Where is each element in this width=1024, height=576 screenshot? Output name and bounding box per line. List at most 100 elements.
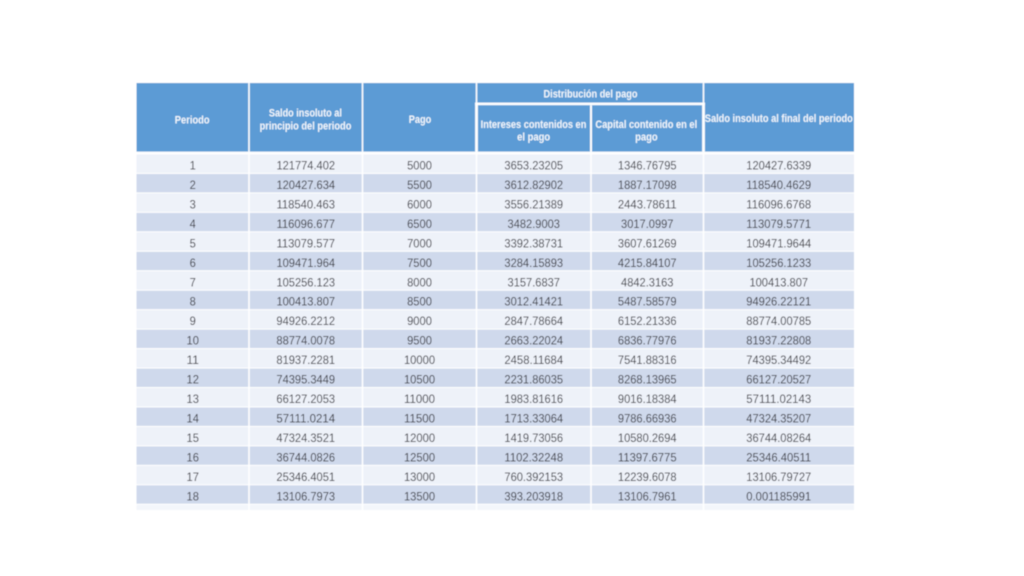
svg-text:3482.9003: 3482.9003	[508, 217, 561, 231]
svg-text:5: 5	[190, 236, 196, 250]
svg-text:10000: 10000	[404, 353, 435, 367]
svg-text:3017.0997: 3017.0997	[621, 217, 674, 231]
svg-text:8: 8	[190, 295, 196, 309]
svg-text:13000: 13000	[404, 470, 435, 484]
svg-text:94926.2212: 94926.2212	[276, 314, 335, 328]
svg-text:1983.81616: 1983.81616	[504, 392, 563, 406]
svg-text:88774.00785: 88774.00785	[746, 314, 811, 328]
svg-text:el pago: el pago	[517, 132, 550, 144]
svg-text:2: 2	[190, 178, 196, 192]
svg-text:1713.33064: 1713.33064	[504, 411, 563, 425]
svg-text:116096.6768: 116096.6768	[746, 197, 811, 211]
svg-text:9: 9	[190, 314, 196, 328]
svg-text:5487.58579: 5487.58579	[618, 295, 677, 309]
svg-text:109471.964: 109471.964	[276, 256, 335, 270]
svg-text:3284.15893: 3284.15893	[504, 256, 563, 270]
svg-text:12500: 12500	[404, 450, 435, 464]
svg-text:1: 1	[190, 159, 196, 173]
svg-text:118540.463: 118540.463	[276, 197, 335, 211]
svg-text:9786.66936: 9786.66936	[618, 411, 677, 425]
svg-text:47324.35207: 47324.35207	[746, 411, 811, 425]
svg-text:3157.6837: 3157.6837	[508, 275, 561, 289]
svg-text:10500: 10500	[404, 373, 435, 387]
svg-text:11500: 11500	[404, 411, 435, 425]
svg-text:3: 3	[190, 197, 196, 211]
svg-text:47324.3521: 47324.3521	[276, 431, 335, 445]
svg-text:2847.78664: 2847.78664	[504, 314, 563, 328]
svg-text:11000: 11000	[404, 392, 435, 406]
svg-text:6000: 6000	[407, 197, 432, 211]
svg-text:7500: 7500	[407, 256, 432, 270]
svg-text:3607.61269: 3607.61269	[618, 236, 677, 250]
svg-text:Pago: Pago	[409, 114, 432, 126]
svg-text:Saldo insoluto al: Saldo insoluto al	[269, 108, 342, 120]
svg-text:12239.6078: 12239.6078	[618, 470, 677, 484]
svg-text:pago: pago	[635, 132, 658, 144]
svg-text:57111.02143: 57111.02143	[746, 392, 811, 406]
svg-text:5500: 5500	[407, 178, 432, 192]
svg-text:Saldo insoluto al final del pe: Saldo insoluto al final del periodo	[705, 113, 853, 125]
svg-text:13: 13	[187, 392, 200, 406]
svg-text:1346.76795: 1346.76795	[618, 159, 677, 173]
svg-text:57111.0214: 57111.0214	[276, 411, 335, 425]
svg-text:13106.7973: 13106.7973	[276, 489, 335, 503]
svg-text:118540.4629: 118540.4629	[746, 178, 811, 192]
svg-text:100413.807: 100413.807	[276, 295, 335, 309]
svg-text:3556.21389: 3556.21389	[504, 197, 563, 211]
svg-text:25346.4051: 25346.4051	[276, 470, 335, 484]
svg-text:11: 11	[187, 353, 200, 367]
svg-text:14: 14	[187, 411, 200, 425]
svg-text:6836.77976: 6836.77976	[618, 334, 677, 348]
svg-text:11397.6775: 11397.6775	[618, 450, 677, 464]
svg-text:105256.123: 105256.123	[276, 275, 335, 289]
svg-text:120427.6339: 120427.6339	[746, 159, 811, 173]
svg-text:12: 12	[187, 373, 200, 387]
svg-text:81937.2281: 81937.2281	[276, 353, 335, 367]
svg-text:Periodo: Periodo	[175, 114, 210, 126]
svg-text:4842.3163: 4842.3163	[621, 275, 674, 289]
svg-text:25346.40511: 25346.40511	[746, 450, 811, 464]
svg-text:8000: 8000	[407, 275, 432, 289]
svg-text:10580.2694: 10580.2694	[618, 431, 677, 445]
svg-text:2458.11684: 2458.11684	[504, 353, 563, 367]
svg-text:13106.79727: 13106.79727	[746, 470, 811, 484]
svg-text:3392.38731: 3392.38731	[504, 236, 563, 250]
svg-text:116096.677: 116096.677	[276, 217, 335, 231]
svg-text:74395.3449: 74395.3449	[276, 373, 335, 387]
svg-text:121774.402: 121774.402	[276, 159, 335, 173]
svg-text:94926.22121: 94926.22121	[746, 295, 811, 309]
svg-text:760.392153: 760.392153	[504, 470, 563, 484]
svg-text:7000: 7000	[407, 236, 432, 250]
svg-text:6: 6	[190, 256, 196, 270]
svg-text:9500: 9500	[407, 334, 432, 348]
svg-text:1102.32248: 1102.32248	[504, 450, 563, 464]
svg-text:4215.84107: 4215.84107	[618, 256, 677, 270]
svg-text:74395.34492: 74395.34492	[746, 353, 811, 367]
svg-text:3612.82902: 3612.82902	[504, 178, 563, 192]
svg-text:Intereses contenidos en: Intereses contenidos en	[481, 119, 587, 131]
svg-text:88774.0078: 88774.0078	[276, 334, 335, 348]
svg-text:105256.1233: 105256.1233	[746, 256, 811, 270]
svg-text:12000: 12000	[404, 431, 435, 445]
svg-text:66127.20527: 66127.20527	[746, 373, 811, 387]
svg-text:15: 15	[187, 431, 200, 445]
svg-text:13106.7961: 13106.7961	[618, 489, 677, 503]
svg-text:8268.13965: 8268.13965	[618, 373, 677, 387]
svg-text:3012.41421: 3012.41421	[504, 295, 563, 309]
svg-text:16: 16	[187, 450, 200, 464]
svg-text:1887.17098: 1887.17098	[618, 178, 677, 192]
svg-text:109471.9644: 109471.9644	[746, 236, 811, 250]
svg-text:Capital contenido en el: Capital contenido en el	[595, 119, 697, 131]
svg-text:36744.08264: 36744.08264	[746, 431, 811, 445]
svg-text:100413.807: 100413.807	[749, 275, 808, 289]
svg-text:3653.23205: 3653.23205	[504, 159, 563, 173]
svg-text:8500: 8500	[407, 295, 432, 309]
svg-text:36744.0826: 36744.0826	[276, 450, 335, 464]
svg-text:18: 18	[187, 489, 200, 503]
svg-text:113079.5771: 113079.5771	[746, 217, 811, 231]
svg-text:7541.88316: 7541.88316	[618, 353, 677, 367]
svg-text:9016.18384: 9016.18384	[618, 392, 677, 406]
svg-text:4: 4	[190, 217, 196, 231]
svg-text:17: 17	[187, 470, 200, 484]
svg-text:9000: 9000	[407, 314, 432, 328]
